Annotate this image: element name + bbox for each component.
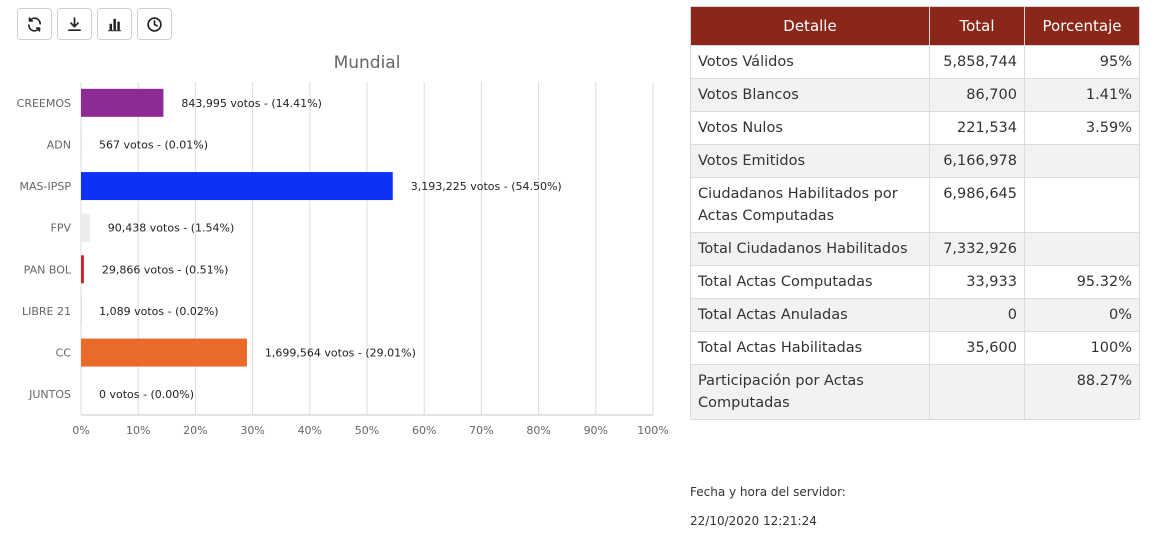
results-table: Detalle Total Porcentaje Votos Válidos 5…: [690, 6, 1140, 420]
bar-chart-button[interactable]: [97, 8, 132, 40]
cell-total: 86,700: [929, 78, 1025, 112]
table-row: Votos Emitidos 6,166,978: [690, 144, 1140, 178]
x-tick-label: 30%: [240, 424, 264, 437]
x-tick-label: 40%: [298, 424, 322, 437]
table-row: Votos Blancos 86,700 1.41%: [690, 78, 1140, 112]
data-label: 90,438 votos - (1.54%): [108, 222, 235, 235]
cell-detalle: Total Ciudadanos Habilitados: [690, 232, 930, 266]
cell-porcentaje: 95%: [1024, 45, 1140, 79]
category-label: JUNTOS: [28, 388, 71, 401]
category-label: CC: [56, 347, 72, 360]
cell-total: 5,858,744: [929, 45, 1025, 79]
header-total: Total: [929, 6, 1025, 46]
bar: [81, 213, 90, 242]
header-porcentaje: Porcentaje: [1024, 6, 1140, 46]
server-time-value: 22/10/2020 12:21:24: [690, 514, 817, 528]
cell-detalle: Total Actas Anuladas: [690, 298, 930, 332]
table-row: Total Actas Habilitadas 35,600 100%: [690, 331, 1140, 365]
cell-detalle: Total Actas Computadas: [690, 265, 930, 299]
data-label: 1,699,564 votos - (29.01%): [265, 347, 416, 360]
cell-detalle: Total Actas Habilitadas: [690, 331, 930, 365]
data-label: 0 votos - (0.00%): [99, 388, 194, 401]
category-label: CREEMOS: [17, 97, 71, 110]
cell-total: 33,933: [929, 265, 1025, 299]
table-row: Votos Válidos 5,858,744 95%: [690, 45, 1140, 79]
x-tick-label: 10%: [126, 424, 150, 437]
x-tick-label: 0%: [72, 424, 89, 437]
data-label: 843,995 votos - (14.41%): [181, 97, 322, 110]
cell-detalle: Ciudadanos Habilitados por Actas Computa…: [690, 177, 930, 233]
x-tick-label: 50%: [355, 424, 379, 437]
bar: [81, 338, 247, 367]
cell-total: 35,600: [929, 331, 1025, 365]
cell-porcentaje: 1.41%: [1024, 78, 1140, 112]
category-label: LIBRE 21: [22, 305, 71, 318]
cell-porcentaje: 3.59%: [1024, 111, 1140, 145]
chart-title: Mundial: [334, 53, 401, 73]
data-label: 3,193,225 votos - (54.50%): [411, 180, 562, 193]
cell-porcentaje: 95.32%: [1024, 265, 1140, 299]
cell-detalle: Votos Válidos: [690, 45, 930, 79]
x-tick-label: 90%: [584, 424, 608, 437]
header-detalle: Detalle: [690, 6, 930, 46]
table-header-row: Detalle Total Porcentaje: [690, 6, 1140, 46]
x-tick-label: 100%: [637, 424, 668, 437]
bar: [81, 88, 164, 117]
cell-total: 0: [929, 298, 1025, 332]
table-row: Votos Nulos 221,534 3.59%: [690, 111, 1140, 145]
cell-detalle: Votos Nulos: [690, 111, 930, 145]
cell-porcentaje: [1024, 144, 1140, 178]
table-row: Total Ciudadanos Habilitados 7,332,926: [690, 232, 1140, 266]
x-tick-label: 70%: [469, 424, 493, 437]
category-label: PAN BOL: [24, 263, 72, 276]
data-label: 1,089 votos - (0.02%): [99, 305, 219, 318]
cell-detalle: Participación por Actas Computadas: [690, 364, 930, 420]
server-time-label: Fecha y hora del servidor:: [690, 485, 846, 499]
table-row: Ciudadanos Habilitados por Actas Computa…: [690, 177, 1140, 233]
table-row: Total Actas Anuladas 0 0%: [690, 298, 1140, 332]
download-icon: [67, 16, 82, 31]
chart-toolbar: [17, 8, 172, 40]
cell-total: 221,534: [929, 111, 1025, 145]
cell-total: [929, 364, 1025, 420]
category-label: MAS-IPSP: [20, 180, 72, 193]
bar: [81, 255, 84, 284]
table-row: Participación por Actas Computadas 88.27…: [690, 364, 1140, 420]
cell-porcentaje: 88.27%: [1024, 364, 1140, 420]
data-label: 29,866 votos - (0.51%): [102, 263, 229, 276]
refresh-button[interactable]: [17, 8, 52, 40]
x-tick-label: 80%: [526, 424, 550, 437]
cell-porcentaje: 100%: [1024, 331, 1140, 365]
x-tick-label: 60%: [412, 424, 436, 437]
category-label: FPV: [51, 222, 72, 235]
cell-total: 6,166,978: [929, 144, 1025, 178]
cell-detalle: Votos Emitidos: [690, 144, 930, 178]
cell-detalle: Votos Blancos: [690, 78, 930, 112]
cell-porcentaje: [1024, 177, 1140, 233]
history-button[interactable]: [137, 8, 172, 40]
category-label: ADN: [47, 138, 71, 151]
cell-total: 7,332,926: [929, 232, 1025, 266]
bar: [81, 172, 393, 201]
table-row: Total Actas Computadas 33,933 95.32%: [690, 265, 1140, 299]
refresh-icon: [27, 16, 42, 32]
cell-porcentaje: 0%: [1024, 298, 1140, 332]
x-tick-label: 20%: [183, 424, 207, 437]
download-button[interactable]: [57, 8, 92, 40]
cell-porcentaje: [1024, 232, 1140, 266]
cell-total: 6,986,645: [929, 177, 1025, 233]
data-label: 567 votos - (0.01%): [99, 138, 208, 151]
clock-icon: [147, 16, 162, 32]
bar-chart-icon: [108, 18, 121, 31]
bar-chart: Mundial 0% 10% 20% 30% 40% 50% 60% 70% 80% 90% 100%…: [17, 53, 669, 437]
